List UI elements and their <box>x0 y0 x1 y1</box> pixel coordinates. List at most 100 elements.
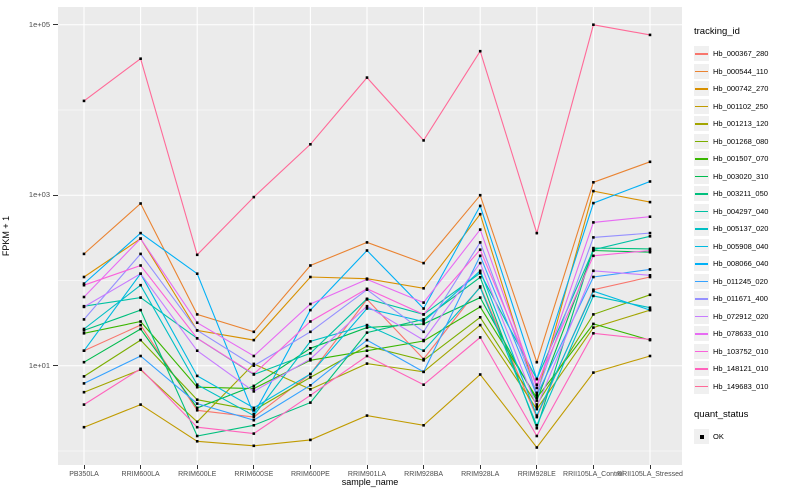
data-point <box>252 418 256 422</box>
data-point <box>139 283 142 287</box>
data-point <box>195 337 199 340</box>
data-point <box>365 326 369 329</box>
data-point <box>478 254 482 258</box>
legend-item-label: Hb_000544_110 <box>713 66 768 76</box>
data-point <box>592 248 595 251</box>
data-point <box>139 237 142 240</box>
data-point <box>365 338 369 342</box>
data-point <box>592 288 595 291</box>
legend-key-swatch <box>694 133 709 149</box>
legend-key-swatch <box>694 81 709 97</box>
data-point <box>139 202 142 205</box>
data-point <box>535 383 539 386</box>
data-point <box>195 374 199 378</box>
data-point <box>309 372 312 376</box>
x-tick-mark <box>479 465 481 469</box>
data-point <box>648 293 652 297</box>
legend-key-swatch <box>694 378 709 394</box>
data-point <box>535 407 539 411</box>
data-point <box>82 360 86 364</box>
data-point <box>195 420 199 424</box>
legend-item-Hb_000544_110: Hb_000544_110 <box>694 63 798 81</box>
legend-key-line <box>695 175 708 178</box>
data-point <box>478 269 482 273</box>
data-point <box>309 401 312 404</box>
data-point <box>252 384 256 388</box>
legend-key-line <box>695 88 708 90</box>
x-tick-label: RRII105LA_Control <box>563 471 624 478</box>
x-tick-mark <box>253 465 255 469</box>
y-tick-mark <box>53 24 58 26</box>
x-tick-mark <box>536 465 538 469</box>
data-point <box>592 322 595 326</box>
legend-key-swatch <box>694 203 709 219</box>
data-point <box>648 33 652 37</box>
legend-key-line <box>695 228 708 230</box>
quant-status-item-ok: OK <box>694 428 798 446</box>
data-point <box>252 338 256 342</box>
data-point <box>365 304 369 308</box>
data-point <box>82 282 86 285</box>
data-point <box>648 308 652 312</box>
legend-key-swatch <box>694 186 709 202</box>
data-point <box>648 250 652 254</box>
legend-item-Hb_072912_020: Hb_072912_020 <box>694 308 798 326</box>
data-point <box>422 383 425 386</box>
data-point <box>309 394 312 397</box>
data-point <box>195 321 199 324</box>
legend-item-label: Hb_001213_120 <box>713 119 769 129</box>
data-point <box>592 313 595 316</box>
legend-item-label: Hb_005908_040 <box>713 241 769 251</box>
x-tick-label: RRIM928LA <box>461 471 500 478</box>
data-point <box>365 297 369 301</box>
legend-key-swatch <box>694 151 709 167</box>
data-point <box>195 409 199 412</box>
data-point <box>422 322 425 326</box>
legend-item-label: Hb_011671_400 <box>713 294 768 304</box>
legend-item-Hb_001268_080: Hb_001268_080 <box>694 133 798 151</box>
plot-canvas <box>58 7 682 465</box>
data-point <box>309 357 312 361</box>
legend-key-line <box>695 368 708 370</box>
data-point <box>478 296 482 299</box>
legend-key-line <box>695 53 708 55</box>
y-axis-title: FPKM + 1 <box>1 215 11 257</box>
data-point <box>648 160 652 164</box>
legend-quant-status-block: quant_status OK <box>694 409 798 446</box>
data-point <box>252 406 256 410</box>
data-point <box>252 362 256 366</box>
data-point <box>478 248 482 251</box>
data-point <box>478 49 482 53</box>
data-point <box>648 215 652 218</box>
legend-item-Hb_008066_040: Hb_008066_040 <box>694 255 798 273</box>
data-point <box>82 305 86 309</box>
data-point <box>478 261 482 265</box>
data-point <box>82 275 86 279</box>
data-point <box>309 347 312 350</box>
legend-key-line <box>695 158 708 160</box>
data-point <box>592 246 595 250</box>
data-point <box>139 272 142 275</box>
quant-status-label: OK <box>713 432 724 442</box>
x-tick-label: RRIM600SE <box>234 471 274 478</box>
legend-item-label: Hb_148121_010 <box>713 364 769 374</box>
data-point <box>309 275 312 279</box>
legend-item-Hb_003211_050: Hb_003211_050 <box>694 185 798 203</box>
x-tick-label: RRII105LA_Stressed <box>617 471 683 478</box>
y-tick-label: 1e+01 <box>28 360 50 370</box>
data-point <box>309 376 312 379</box>
data-point <box>82 252 86 256</box>
legend: tracking_id Hb_000367_280 Hb_000544_110 Hb… <box>694 26 798 446</box>
data-point <box>592 326 595 329</box>
data-point <box>252 409 256 412</box>
legend-key-swatch <box>694 116 709 132</box>
legend-item-Hb_000367_280: Hb_000367_280 <box>694 45 798 63</box>
data-point <box>82 329 86 332</box>
data-point <box>252 195 256 199</box>
data-point <box>252 387 256 390</box>
legend-key-line <box>695 280 708 283</box>
data-point <box>82 318 86 321</box>
data-point <box>592 181 595 184</box>
data-point <box>139 367 142 371</box>
